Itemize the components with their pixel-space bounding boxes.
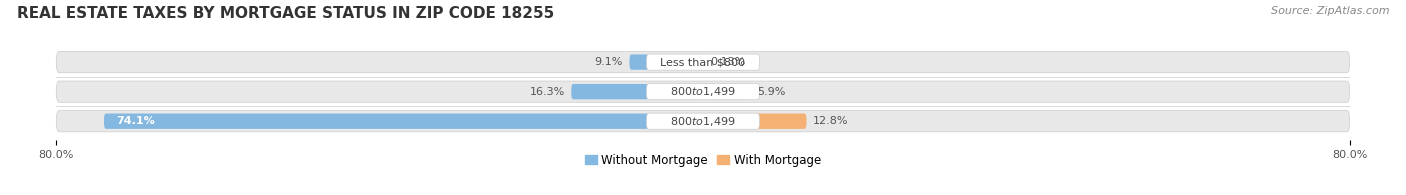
Text: 5.9%: 5.9% <box>758 87 786 97</box>
Text: 0.13%: 0.13% <box>710 57 745 67</box>
Legend: Without Mortgage, With Mortgage: Without Mortgage, With Mortgage <box>581 149 825 172</box>
FancyBboxPatch shape <box>702 54 704 70</box>
FancyBboxPatch shape <box>56 51 1350 73</box>
FancyBboxPatch shape <box>647 84 759 100</box>
FancyBboxPatch shape <box>630 54 703 70</box>
FancyBboxPatch shape <box>703 113 807 129</box>
FancyBboxPatch shape <box>571 84 703 99</box>
Text: 9.1%: 9.1% <box>595 57 623 67</box>
FancyBboxPatch shape <box>104 113 703 129</box>
FancyBboxPatch shape <box>56 111 1350 132</box>
FancyBboxPatch shape <box>647 113 759 129</box>
FancyBboxPatch shape <box>56 81 1350 102</box>
Text: $800 to $1,499: $800 to $1,499 <box>671 85 735 98</box>
Text: Source: ZipAtlas.com: Source: ZipAtlas.com <box>1271 6 1389 16</box>
FancyBboxPatch shape <box>703 84 751 99</box>
Text: Less than $800: Less than $800 <box>661 57 745 67</box>
Text: 12.8%: 12.8% <box>813 116 848 126</box>
Text: $800 to $1,499: $800 to $1,499 <box>671 115 735 128</box>
Text: 74.1%: 74.1% <box>117 116 155 126</box>
Text: 16.3%: 16.3% <box>530 87 565 97</box>
FancyBboxPatch shape <box>647 54 759 70</box>
Text: REAL ESTATE TAXES BY MORTGAGE STATUS IN ZIP CODE 18255: REAL ESTATE TAXES BY MORTGAGE STATUS IN … <box>17 6 554 21</box>
